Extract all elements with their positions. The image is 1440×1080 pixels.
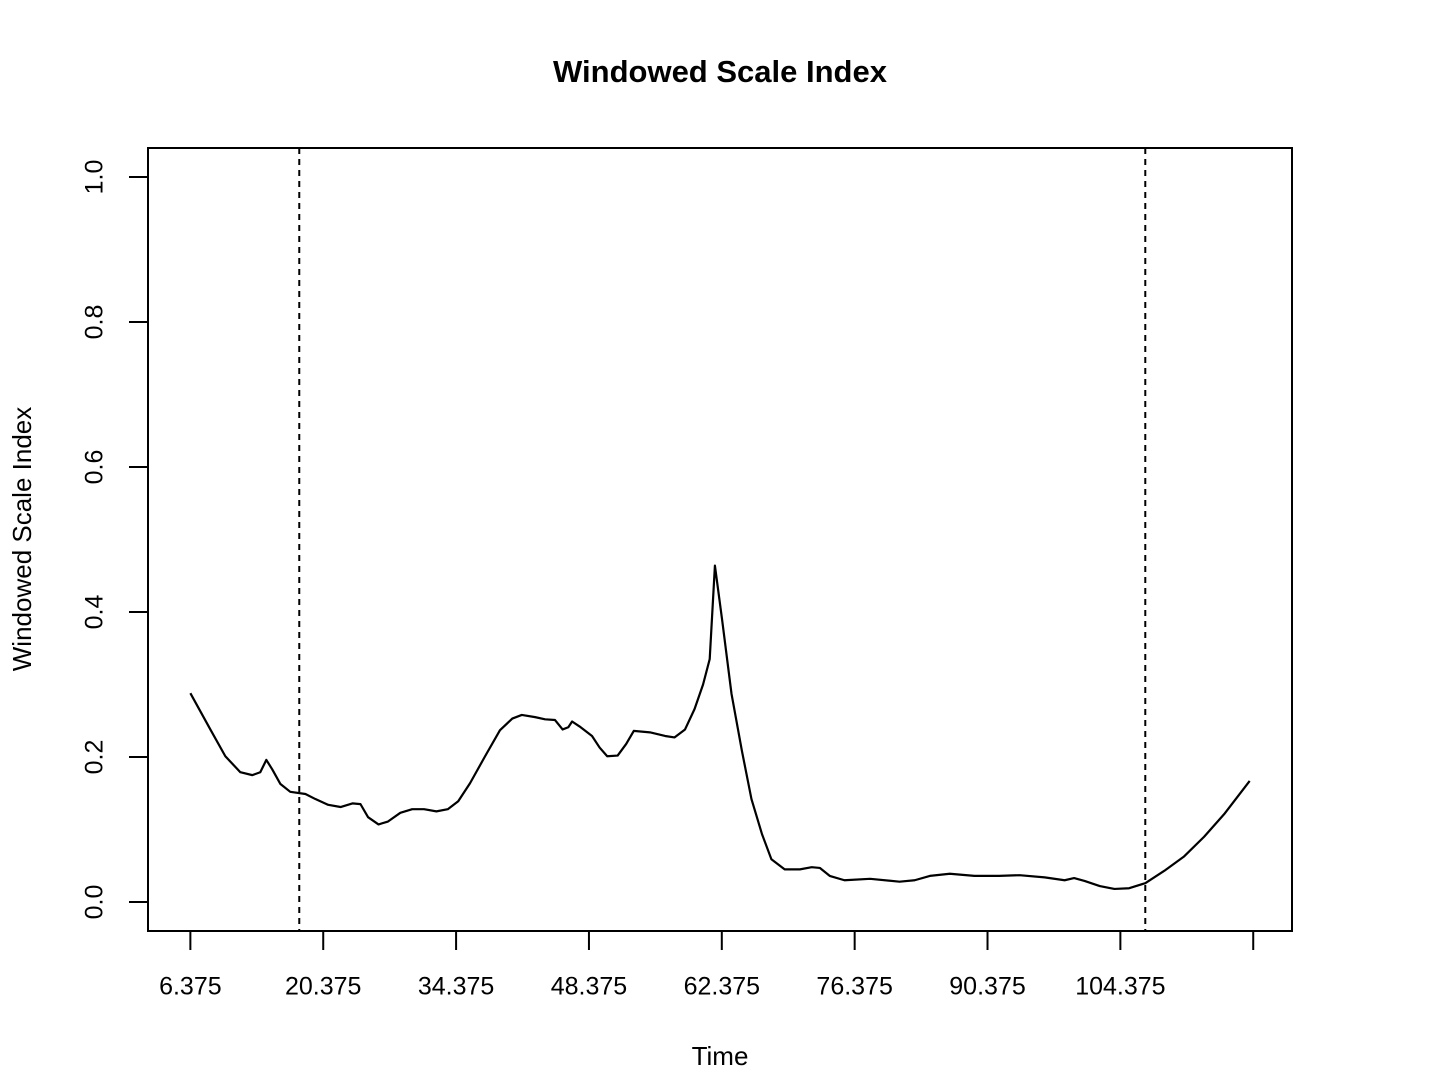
y-axis-title: Windowed Scale Index [7,407,37,671]
y-tick-label: 0.4 [81,595,109,630]
x-tick-label: 34.375 [418,973,494,1001]
x-tick-label: 48.375 [551,973,627,1001]
x-tick-label: 6.375 [159,973,222,1001]
x-tick-label: 90.375 [949,973,1025,1001]
x-tick-label: 20.375 [285,973,361,1001]
x-tick-label: 104.375 [1075,973,1165,1001]
data-line [189,564,1251,891]
y-tick-label: 1.0 [81,160,109,195]
x-tick-label: 76.375 [816,973,892,1001]
chart-title: Windowed Scale Index [553,54,888,89]
x-tick-label: 62.375 [684,973,760,1001]
y-tick-label: 0.0 [81,885,109,920]
y-tick-label: 0.8 [81,305,109,340]
y-tick-label: 0.6 [81,450,109,485]
x-axis-title: Time [692,1041,749,1071]
y-tick-label: 0.2 [81,740,109,775]
plot-frame [147,147,1293,932]
